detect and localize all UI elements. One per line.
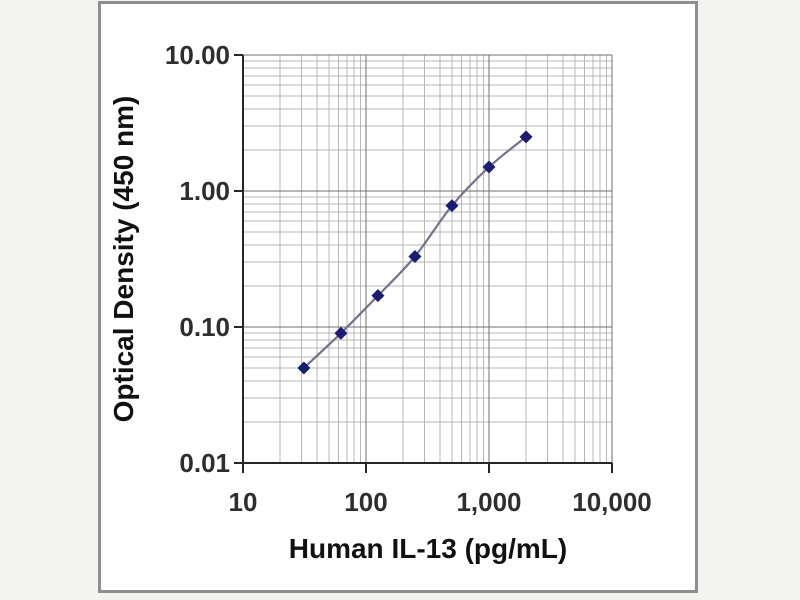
y-tick-label: 0.01 [179,448,230,478]
x-tick-label: 10,000 [572,487,652,517]
x-axis-title: Human IL-13 (pg/mL) [288,533,568,564]
y-axis-title: Optical Density (450 nm) [108,95,139,423]
data-point-marker [519,130,533,144]
y-tick-label: 10.00 [165,40,230,70]
x-tick-label: 1,000 [456,487,521,517]
data-point-marker [371,289,385,303]
x-tick-label: 10 [229,487,258,517]
data-point-marker [482,160,496,174]
y-tick-label: 0.10 [179,312,230,342]
x-tick-label: 100 [344,487,387,517]
y-tick-label: 1.00 [179,176,230,206]
chart-panel [98,1,698,593]
data-point-marker [297,361,311,375]
data-point-marker [445,199,459,213]
data-point-marker [334,326,348,340]
data-point-marker [408,249,422,263]
